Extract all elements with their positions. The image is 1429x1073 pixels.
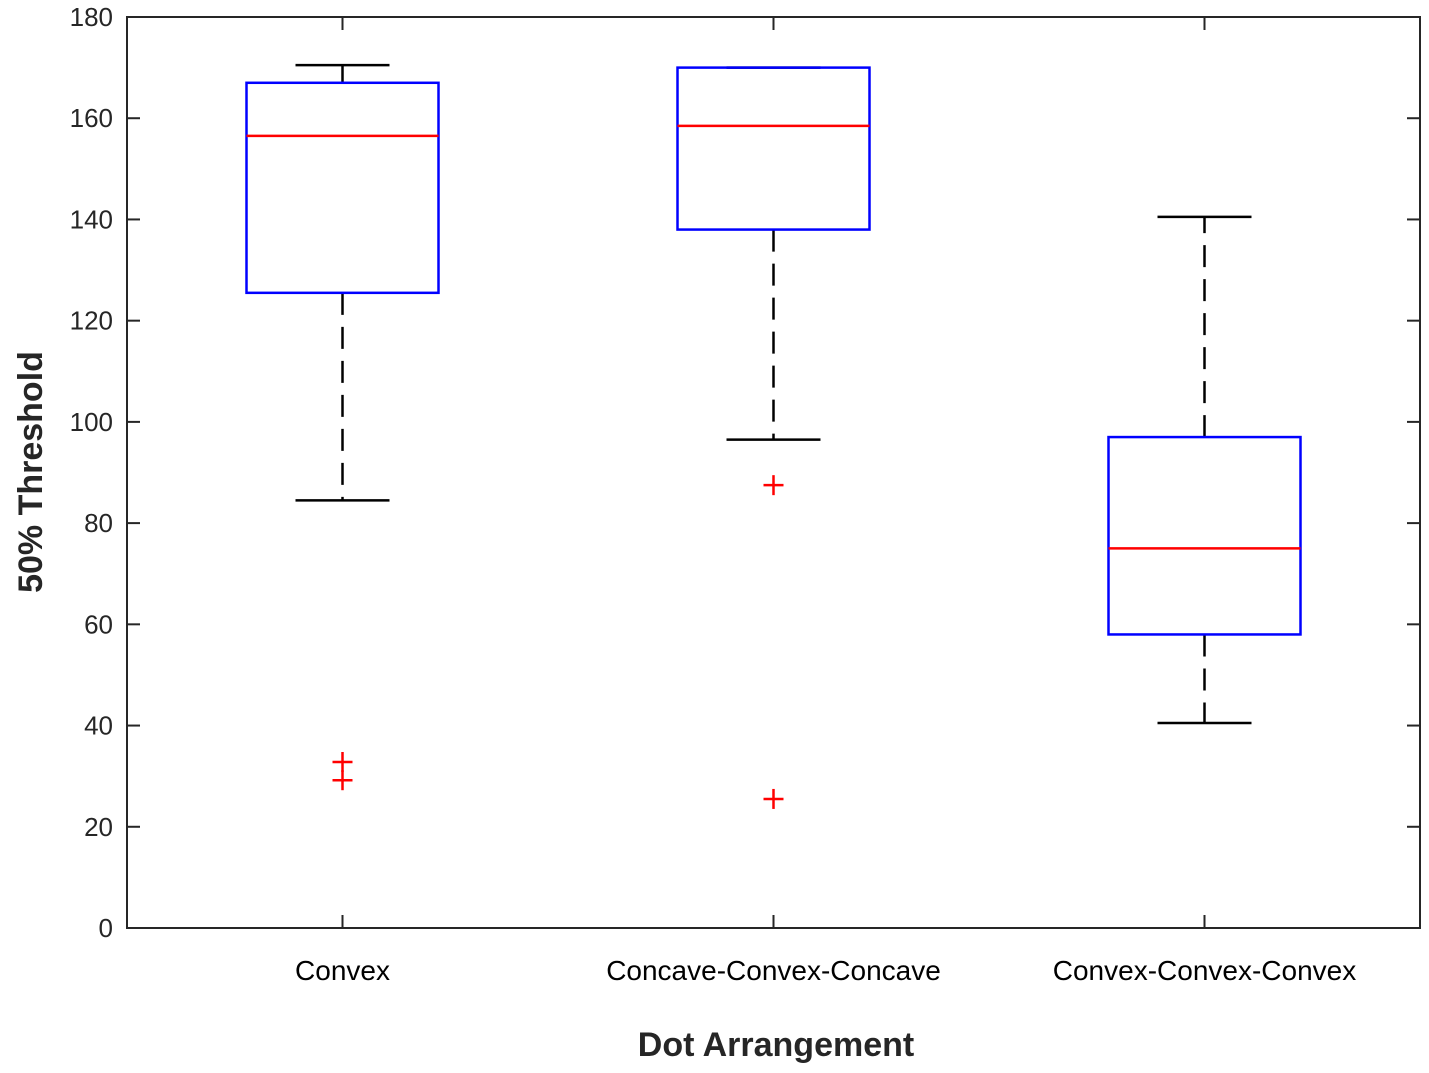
x-tick-label: Convex-Convex-Convex [1053,955,1356,986]
box-group [676,66,871,809]
iqr-box [245,81,440,295]
y-tick-label: 180 [70,2,113,32]
outlier-marker [763,475,784,496]
y-tick-label: 80 [84,508,113,538]
y-tick-label: 60 [84,609,113,639]
box-group [245,63,440,791]
outlier-marker [763,788,784,809]
y-tick-label: 40 [84,711,113,741]
x-tick-label: Convex [295,955,390,986]
y-tick-label: 20 [84,812,113,842]
y-tick-label: 0 [99,913,113,943]
outlier-marker [332,770,353,791]
iqr-box [1107,435,1302,636]
y-axis-title: 50% Threshold [12,351,50,593]
plot-area [245,63,1302,809]
y-tick-label: 140 [70,204,113,234]
iqr-box [676,66,871,231]
y-tick-label: 160 [70,103,113,133]
x-tick-label: Concave-Convex-Concave [606,955,941,986]
box-group [1107,215,1302,725]
y-tick-label: 100 [70,407,113,437]
x-axis-title: Dot Arrangement [638,1026,914,1064]
x-axis-ticks: Convex Concave-Convex-Concave Convex-Conve… [295,17,1356,986]
outlier-marker [332,751,353,772]
y-tick-label: 120 [70,306,113,336]
y-axis-ticks: 0 20 40 60 80 100 120 140 160 180 [70,2,1420,943]
